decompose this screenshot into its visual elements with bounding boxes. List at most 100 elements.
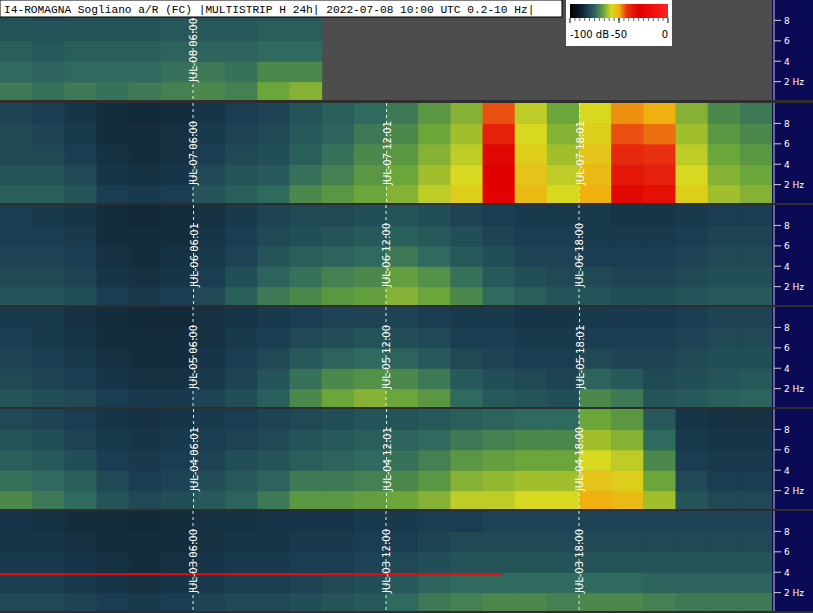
cell bbox=[257, 470, 290, 491]
cell bbox=[32, 287, 65, 305]
cell bbox=[643, 552, 676, 573]
cell bbox=[643, 572, 676, 593]
cell bbox=[740, 429, 772, 450]
cell bbox=[418, 531, 451, 552]
cell bbox=[97, 266, 130, 287]
cell bbox=[386, 511, 419, 532]
cell bbox=[418, 491, 451, 509]
y-tick bbox=[774, 81, 781, 82]
cell bbox=[32, 266, 65, 287]
cell bbox=[740, 470, 772, 491]
cell bbox=[225, 409, 258, 430]
cell bbox=[129, 593, 162, 611]
colorbar-tick bbox=[668, 18, 669, 23]
cell bbox=[97, 41, 130, 62]
cell bbox=[257, 246, 290, 267]
cell bbox=[450, 409, 483, 430]
cell bbox=[708, 307, 741, 328]
cell bbox=[97, 225, 130, 246]
cell bbox=[64, 409, 97, 430]
cell bbox=[740, 389, 772, 407]
cell bbox=[483, 246, 516, 267]
y-tick-label: 8 bbox=[784, 16, 790, 26]
cell bbox=[32, 41, 65, 62]
cell bbox=[0, 164, 33, 185]
cell bbox=[129, 266, 162, 287]
y-tick-label: 4 bbox=[784, 262, 790, 272]
cell bbox=[515, 246, 548, 267]
cell bbox=[515, 389, 548, 407]
cell bbox=[676, 205, 709, 226]
colorbar-minor-tick bbox=[599, 18, 600, 21]
cell bbox=[579, 409, 612, 430]
cell bbox=[547, 287, 580, 305]
cell bbox=[257, 185, 290, 203]
cell bbox=[290, 327, 323, 348]
cell bbox=[643, 429, 676, 450]
cell bbox=[515, 287, 548, 305]
cell bbox=[225, 144, 258, 165]
cell bbox=[290, 82, 323, 100]
cell bbox=[515, 164, 548, 185]
cell bbox=[418, 144, 451, 165]
cell bbox=[515, 531, 548, 552]
cell bbox=[97, 409, 130, 430]
cell bbox=[483, 552, 516, 573]
cell bbox=[708, 450, 741, 471]
cell bbox=[418, 103, 451, 124]
cell bbox=[290, 266, 323, 287]
cell bbox=[708, 368, 741, 389]
time-marker-label: JUL-07 06:00 bbox=[188, 121, 199, 186]
y-tick-label: 6 bbox=[784, 547, 790, 557]
cell bbox=[0, 123, 33, 144]
cell bbox=[450, 103, 483, 124]
chart-root: JUL-08 06:002 Hz468JUL-07 06:00JUL-07 12… bbox=[0, 0, 813, 613]
cell bbox=[64, 368, 97, 389]
cell bbox=[547, 389, 580, 407]
cell bbox=[450, 429, 483, 450]
cell bbox=[129, 20, 162, 41]
cell bbox=[740, 103, 772, 124]
axis-panel bbox=[772, 0, 813, 100]
cell bbox=[515, 552, 548, 573]
time-marker-label: JUL-07 18:01 bbox=[575, 121, 586, 186]
time-marker-label: JUL-06 06:01 bbox=[189, 223, 200, 288]
cell bbox=[483, 103, 516, 124]
cell bbox=[740, 348, 772, 369]
y-tick bbox=[774, 388, 781, 389]
cell bbox=[129, 185, 162, 203]
cell bbox=[740, 185, 772, 203]
cell bbox=[32, 368, 65, 389]
cell bbox=[161, 593, 194, 611]
cell bbox=[611, 287, 644, 305]
axis-line bbox=[774, 511, 775, 611]
time-marker-label: JUL-04 06:01 bbox=[189, 427, 200, 492]
cell bbox=[579, 511, 612, 532]
cell bbox=[193, 205, 226, 226]
cell bbox=[97, 470, 130, 491]
cell bbox=[740, 246, 772, 267]
cell bbox=[225, 61, 258, 82]
cell bbox=[64, 491, 97, 509]
cell bbox=[257, 205, 290, 226]
cell bbox=[676, 429, 709, 450]
strip-cells bbox=[0, 307, 772, 407]
cell bbox=[257, 20, 290, 41]
cell bbox=[643, 307, 676, 328]
cell bbox=[225, 389, 258, 407]
cell bbox=[129, 389, 162, 407]
time-marker-label: JUL-04 12:01 bbox=[382, 427, 393, 492]
cell bbox=[708, 205, 741, 226]
y-tick bbox=[774, 368, 781, 369]
cell bbox=[579, 593, 612, 611]
cell bbox=[129, 491, 162, 509]
colorbar-tick-label: -50 bbox=[611, 29, 627, 40]
cell bbox=[129, 470, 162, 491]
cell bbox=[386, 307, 419, 328]
time-marker-label: JUL-08 06:00 bbox=[188, 18, 199, 83]
cell bbox=[483, 164, 516, 185]
cell bbox=[64, 450, 97, 471]
cell bbox=[386, 185, 419, 203]
cell bbox=[450, 287, 483, 305]
cell bbox=[32, 103, 65, 124]
